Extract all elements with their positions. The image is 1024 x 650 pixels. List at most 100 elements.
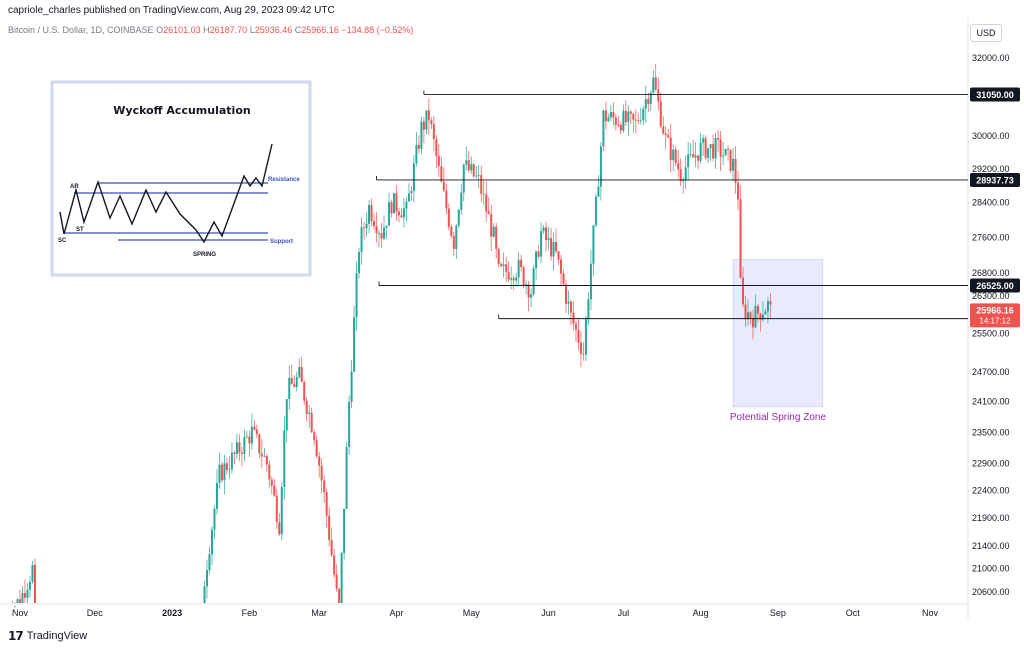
candle-body (679, 169, 682, 182)
candle-body (315, 440, 318, 457)
candle-body (245, 436, 248, 438)
price-tick-label: 26800.00 (972, 268, 1010, 278)
currency-button[interactable]: USD (970, 24, 1002, 42)
candle-body (754, 305, 757, 328)
candle-body (572, 312, 575, 324)
candle-body (512, 278, 515, 281)
candle-body (602, 110, 605, 147)
candle-body (345, 446, 348, 509)
ohlc-open-label: O (156, 25, 164, 35)
candle-body (485, 194, 488, 212)
inset-label-support: Support (270, 239, 293, 245)
candle-body (684, 167, 687, 181)
candle-body (709, 144, 712, 149)
candle-body (300, 367, 303, 382)
candle-body (318, 456, 321, 466)
candle-body (495, 226, 498, 249)
candle-body (502, 264, 505, 266)
candle-body (447, 208, 450, 227)
candle-body (220, 464, 223, 481)
candle-body (338, 588, 341, 603)
time-tick-label: Nov (922, 608, 939, 618)
candle-body (682, 180, 685, 182)
candle-body (699, 142, 702, 161)
candle-body (649, 92, 652, 104)
candles (11, 63, 772, 615)
candle-body (350, 371, 353, 402)
candle-body (742, 277, 745, 305)
candle-body (759, 313, 762, 320)
candle-body (557, 251, 560, 260)
candle-body (425, 110, 428, 130)
candle-body (380, 233, 383, 239)
tradingview-logo-icon[interactable]: 𝟭𝟳 (8, 629, 24, 643)
candle-body (622, 110, 625, 131)
time-tick-label: Feb (242, 608, 258, 618)
candle-body (435, 139, 438, 157)
candle-body (273, 485, 276, 496)
candle-body (360, 227, 363, 253)
candle-body (310, 412, 313, 432)
candle-body (240, 452, 243, 454)
candle-body (535, 251, 538, 269)
candle-body (584, 319, 587, 355)
candle-body (604, 110, 607, 122)
candle-body (442, 181, 445, 191)
time-tick-label: Oct (846, 608, 861, 618)
footer: 𝟭𝟳 TradingView (8, 629, 87, 643)
candle-body (490, 213, 493, 237)
candle-body (402, 208, 405, 218)
candle-body (303, 381, 306, 401)
candle-body (223, 463, 226, 481)
candle-body (579, 342, 582, 355)
price-tick-label: 21000.00 (972, 564, 1010, 574)
candle-body (764, 311, 767, 315)
time-tick-label: Jun (541, 608, 556, 618)
candle-body (707, 148, 710, 158)
candle-body (537, 251, 540, 257)
spring-zone-box (732, 259, 824, 408)
time-tick-label: Aug (693, 608, 709, 618)
candle-body (766, 301, 769, 312)
ohlc-low-label: L (249, 25, 255, 35)
candle-body (674, 149, 677, 164)
candle-body (492, 226, 495, 237)
candle-body (565, 283, 567, 304)
candle-body (467, 160, 470, 171)
candle-body (632, 113, 635, 120)
price-tick-label: 25500.00 (972, 328, 1010, 338)
price-tick-label: 28400.00 (972, 198, 1010, 208)
candle-body (587, 299, 590, 320)
candle-body (555, 241, 558, 252)
level-price-tag (970, 172, 1020, 187)
candle-body (639, 120, 642, 122)
candle-body (729, 149, 732, 171)
candle-body (470, 164, 473, 171)
candle-body (255, 429, 258, 435)
candle-body (644, 98, 647, 109)
candle-body (213, 508, 216, 530)
candle-body (14, 606, 17, 608)
candle-body (652, 77, 655, 93)
symbol-name[interactable]: Bitcoin / U.S. Dollar, 1D, COINBASE (8, 25, 154, 35)
price-tick-label: 32000.00 (972, 53, 1010, 63)
candle-body (422, 121, 425, 130)
candle-body (612, 112, 615, 118)
candle-body (263, 455, 266, 457)
candle-body (363, 227, 366, 229)
candle-body (378, 233, 381, 235)
candle-body (462, 164, 465, 193)
candle-body (21, 593, 24, 603)
time-tick-label: 2023 (162, 608, 182, 618)
level-price-label: 28937.73 (976, 175, 1014, 185)
candle-body (702, 138, 705, 143)
candle-body (205, 570, 208, 587)
inset-label-spring: SPRING (193, 252, 216, 258)
candle-body (323, 480, 326, 493)
footer-brand[interactable]: TradingView (26, 630, 88, 642)
candle-body (325, 492, 328, 516)
candle-body (295, 376, 298, 387)
candle-body (437, 156, 440, 167)
time-tick-label: Nov (12, 608, 29, 618)
